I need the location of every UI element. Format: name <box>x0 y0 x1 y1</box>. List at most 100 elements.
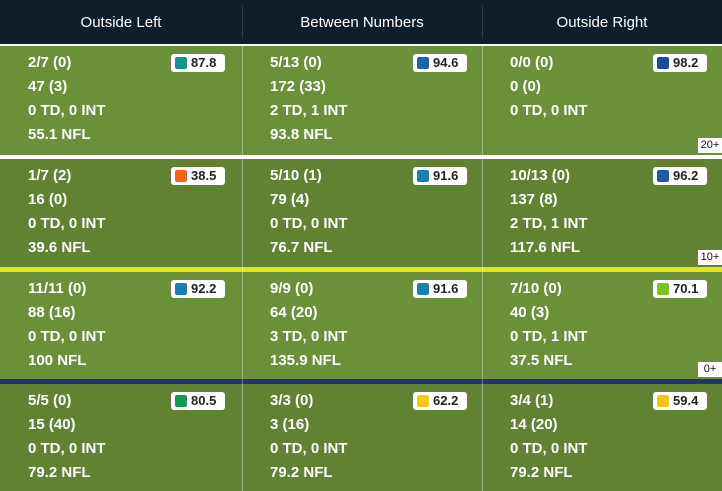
header-divider <box>482 6 483 38</box>
grade-swatch <box>417 57 429 69</box>
cell-stat: 39.6 NFL <box>28 239 91 256</box>
grade-swatch <box>417 395 429 407</box>
cell-stat: 15 (40) <box>28 416 76 433</box>
grade-swatch <box>417 283 429 295</box>
grid-row: 5/5 (0) 15 (40) 0 TD, 0 INT 79.2 NFL 80.5 3/3… <box>0 384 722 491</box>
grade-badge: 59.4 <box>653 392 707 410</box>
grade-badge: 38.5 <box>171 167 225 185</box>
cell-stat: 88 (16) <box>28 304 76 321</box>
grade-value: 87.8 <box>191 55 217 70</box>
cell-stat: 1/7 (2) <box>28 167 72 184</box>
grid-row: 1/7 (2) 16 (0) 0 TD, 0 INT 39.6 NFL 38.5 5/10… <box>0 159 722 267</box>
grade-swatch <box>175 170 187 182</box>
cell-stat: 0 TD, 0 INT <box>28 328 106 345</box>
grade-badge: 62.2 <box>413 392 467 410</box>
cell-stat: 0 TD, 0 INT <box>510 102 588 119</box>
cell-stat: 2 TD, 1 INT <box>510 215 588 232</box>
grade-value: 62.2 <box>433 393 459 408</box>
cell-stat: 0 (0) <box>510 78 541 95</box>
grade-value: 92.2 <box>191 281 217 296</box>
cell-stat: 3/3 (0) <box>270 392 314 409</box>
cell-stat: 79.2 NFL <box>270 464 333 481</box>
grade-badge: 70.1 <box>653 280 707 298</box>
cell-stat: 37.5 NFL <box>510 352 573 369</box>
grade-badge: 96.2 <box>653 167 707 185</box>
grade-value: 91.6 <box>433 281 459 296</box>
column-divider <box>482 46 483 491</box>
column-header: Outside Left <box>0 0 242 44</box>
cell-stat: 137 (8) <box>510 191 558 208</box>
cell-stat: 0 TD, 0 INT <box>270 440 348 457</box>
grade-badge: 91.6 <box>413 280 467 298</box>
cell-stat: 100 NFL <box>28 352 87 369</box>
grade-swatch <box>175 283 187 295</box>
grade-value: 96.2 <box>673 168 699 183</box>
grade-swatch <box>657 395 669 407</box>
row-divider <box>0 267 722 272</box>
row-divider <box>0 44 722 46</box>
grade-value: 94.6 <box>433 55 459 70</box>
depth-label: 0+ <box>698 362 722 377</box>
cell-stat: 3 TD, 0 INT <box>270 328 348 345</box>
grade-swatch <box>175 395 187 407</box>
cell-stat: 79.2 NFL <box>28 464 91 481</box>
grade-swatch <box>175 57 187 69</box>
cell-stat: 0 TD, 1 INT <box>510 328 588 345</box>
cell-stat: 10/13 (0) <box>510 167 571 184</box>
cell-stat: 0 TD, 0 INT <box>28 215 106 232</box>
grid-row: 2/7 (0) 47 (3) 0 TD, 0 INT 55.1 NFL 87.8 5/13… <box>0 46 722 155</box>
cell-stat: 76.7 NFL <box>270 239 333 256</box>
grade-badge: 80.5 <box>171 392 225 410</box>
grade-badge: 92.2 <box>171 280 225 298</box>
grade-swatch <box>657 57 669 69</box>
grade-value: 91.6 <box>433 168 459 183</box>
cell-stat: 2 TD, 1 INT <box>270 102 348 119</box>
cell-stat: 7/10 (0) <box>510 280 562 297</box>
grid-row: 11/11 (0) 88 (16) 0 TD, 0 INT 100 NFL 92.2 9/… <box>0 272 722 379</box>
cell-stat: 5/5 (0) <box>28 392 72 409</box>
cell-stat: 16 (0) <box>28 191 68 208</box>
cell-stat: 0 TD, 0 INT <box>270 215 348 232</box>
grade-value: 70.1 <box>673 281 699 296</box>
grade-value: 98.2 <box>673 55 699 70</box>
cell-stat: 172 (33) <box>270 78 326 95</box>
cell-stat: 5/13 (0) <box>270 54 322 71</box>
cell-stat: 117.6 NFL <box>510 239 581 256</box>
cell-stat: 135.9 NFL <box>270 352 341 369</box>
depth-label: 10+ <box>698 250 722 265</box>
cell-stat: 11/11 (0) <box>28 280 87 297</box>
grade-badge: 98.2 <box>653 54 707 72</box>
cell-stat: 47 (3) <box>28 78 68 95</box>
cell-stat: 64 (20) <box>270 304 318 321</box>
column-header: Between Numbers <box>242 0 482 44</box>
header-divider <box>242 6 243 38</box>
grade-swatch <box>417 170 429 182</box>
cell-stat: 0 TD, 0 INT <box>28 102 106 119</box>
cell-stat: 40 (3) <box>510 304 550 321</box>
grade-swatch <box>657 283 669 295</box>
cell-stat: 55.1 NFL <box>28 126 91 143</box>
grade-value: 38.5 <box>191 168 217 183</box>
cell-stat: 0/0 (0) <box>510 54 554 71</box>
cell-stat: 0 TD, 0 INT <box>510 440 588 457</box>
cell-stat: 5/10 (1) <box>270 167 322 184</box>
cell-stat: 3/4 (1) <box>510 392 554 409</box>
cell-stat: 93.8 NFL <box>270 126 333 143</box>
grade-badge: 94.6 <box>413 54 467 72</box>
grade-swatch <box>657 170 669 182</box>
cell-stat: 79 (4) <box>270 191 310 208</box>
cell-stat: 0 TD, 0 INT <box>28 440 106 457</box>
depth-label: 20+ <box>698 138 722 153</box>
row-divider <box>0 155 722 159</box>
grade-value: 80.5 <box>191 393 217 408</box>
cell-stat: 9/9 (0) <box>270 280 314 297</box>
column-header: Outside Right <box>482 0 722 44</box>
column-divider <box>242 46 243 491</box>
cell-stat: 3 (16) <box>270 416 310 433</box>
row-divider <box>0 379 722 384</box>
grade-badge: 87.8 <box>171 54 225 72</box>
grade-badge: 91.6 <box>413 167 467 185</box>
cell-stat: 14 (20) <box>510 416 558 433</box>
cell-stat: 2/7 (0) <box>28 54 72 71</box>
